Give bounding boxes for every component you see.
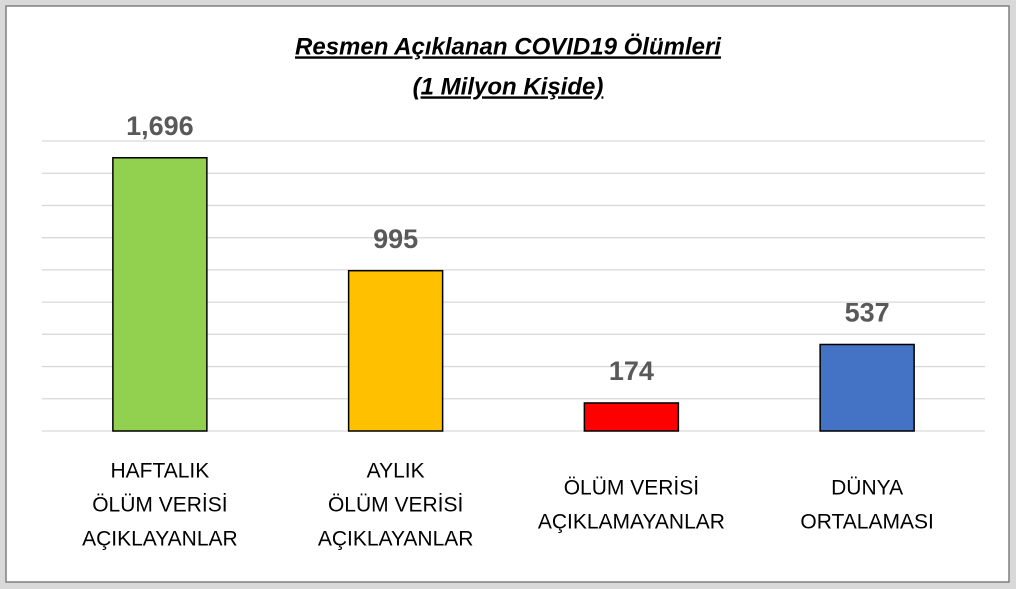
data-label: 537 [845, 298, 890, 328]
x-tick-label: AYLIK [367, 460, 425, 483]
bar [347, 269, 444, 432]
chart-title: Resmen Açıklanan COVID19 Ölümleri [295, 33, 722, 60]
x-tick-label: ÖLÜM VERİSİ [564, 477, 699, 500]
x-tick-label: DÜNYA [831, 477, 903, 500]
x-tick-label: HAFTALIK [110, 460, 209, 483]
data-label: 1,696 [126, 111, 194, 141]
x-tick-label: ÖLÜM VERİSİ [328, 494, 463, 517]
x-tick-label: AÇIKLAMAYANLAR [538, 511, 725, 534]
chart-subtitle: (1 Milyon Kişide) [413, 73, 604, 100]
x-tick-label: AÇIKLAYANLAR [318, 528, 474, 551]
bar [819, 343, 915, 432]
x-tick-label: AÇIKLAYANLAR [82, 528, 238, 551]
bar [583, 402, 680, 432]
x-tick-label: ÖLÜM VERİSİ [92, 494, 227, 517]
data-label: 995 [373, 224, 418, 254]
bar [112, 157, 208, 432]
data-label: 174 [609, 356, 654, 386]
x-tick-label: ORTALAMASI [800, 511, 933, 534]
